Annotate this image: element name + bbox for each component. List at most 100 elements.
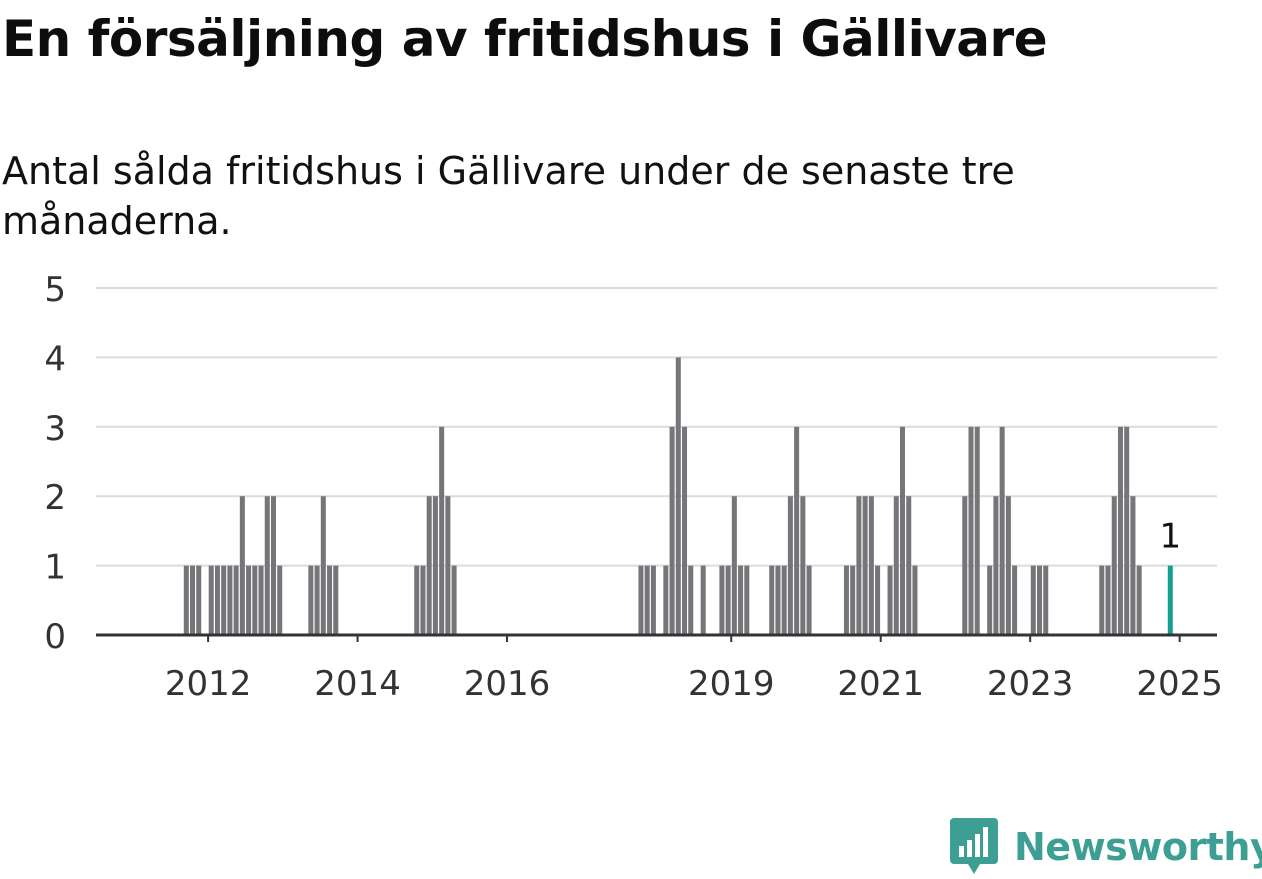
x-tick-label: 2014: [314, 664, 401, 700]
bar: [650, 565, 656, 635]
bar: [887, 565, 893, 635]
bar: [1124, 426, 1130, 635]
bar: [246, 565, 252, 635]
bar: [862, 496, 868, 635]
highlight-value-label: 1: [1159, 517, 1181, 557]
bar: [426, 496, 432, 635]
bar: [320, 496, 326, 635]
bar: [420, 565, 426, 635]
bar: [190, 565, 196, 635]
bar: [414, 565, 420, 635]
bar: [451, 565, 457, 635]
bar: [738, 565, 744, 635]
bar: [744, 565, 750, 635]
y-axis-labels: 0 1 2 3 4 5: [44, 270, 66, 657]
bar: [781, 565, 787, 635]
bar: [663, 565, 669, 635]
bar: [432, 496, 438, 635]
bar: [638, 565, 644, 635]
bar: [987, 565, 993, 635]
bar: [233, 565, 239, 635]
bar: [999, 426, 1005, 635]
bar: [968, 426, 974, 635]
bar: [675, 357, 681, 635]
bar: [264, 496, 270, 635]
annotations: 1: [1159, 517, 1181, 557]
y-tick-label: 0: [44, 617, 66, 657]
bar: [868, 496, 874, 635]
bar: [800, 496, 806, 635]
bar: [775, 565, 781, 635]
bar: [688, 565, 694, 635]
y-tick-label: 5: [44, 270, 66, 310]
bar: [993, 496, 999, 635]
x-tick-label: 2025: [1136, 664, 1223, 700]
bar: [277, 565, 283, 635]
bar: [962, 496, 968, 635]
bar: [850, 565, 856, 635]
bar: [308, 565, 314, 635]
bar: [794, 426, 800, 635]
brand-name: Newsworthy: [1014, 825, 1262, 869]
highlight-bar: [1167, 565, 1173, 635]
bar: [843, 565, 849, 635]
bar: [893, 496, 899, 635]
bar: [875, 565, 881, 635]
bar: [1111, 496, 1117, 635]
bar: [1136, 565, 1142, 635]
chart-subtitle: Antal sålda fritidshus i Gällivare under…: [2, 149, 1015, 243]
bars: [183, 357, 1173, 635]
bar: [258, 565, 264, 635]
x-tick-label: 2023: [987, 664, 1074, 700]
bar: [1030, 565, 1036, 635]
bar: [239, 496, 245, 635]
bar: [1036, 565, 1043, 635]
bar: [906, 496, 912, 635]
bar-chart: 0 1 2 3 4 5 2012 2014 2016 2019 2021 2023 2025 1: [44, 270, 1223, 700]
bar: [719, 565, 725, 635]
bar: [1005, 496, 1011, 635]
y-tick-label: 4: [44, 339, 66, 379]
bar: [1105, 565, 1111, 635]
bar: [208, 565, 214, 635]
bar: [1043, 565, 1049, 635]
bar: [856, 496, 862, 635]
bar: [439, 426, 445, 635]
bar: [1099, 565, 1105, 635]
bar: [806, 565, 812, 635]
bar: [725, 565, 731, 635]
bar: [252, 565, 258, 635]
bar: [787, 496, 793, 635]
bar: [731, 496, 737, 635]
bar: [912, 565, 918, 635]
bar: [333, 565, 339, 635]
bar: [644, 565, 650, 635]
bar: [669, 426, 675, 635]
bar: [1117, 426, 1123, 635]
gridlines: [96, 287, 1217, 567]
bar: [221, 565, 227, 635]
brand-logo: Newsworthy: [948, 816, 1262, 878]
bar: [327, 565, 333, 635]
bar: [445, 496, 451, 635]
bar: [183, 565, 189, 635]
bar: [974, 426, 980, 635]
chart-title: En försäljning av fritidshus i Gällivare: [2, 10, 1048, 68]
x-tick-label: 2016: [464, 664, 551, 700]
bar: [314, 565, 320, 635]
x-tick-label: 2012: [165, 664, 252, 700]
y-tick-label: 2: [44, 478, 66, 518]
bar: [700, 565, 706, 635]
y-tick-label: 1: [44, 548, 66, 588]
bar: [227, 565, 233, 635]
x-tick-label: 2021: [837, 664, 924, 700]
bar: [196, 565, 202, 635]
y-tick-label: 3: [44, 409, 66, 449]
x-axis-labels: 2012 2014 2016 2019 2021 2023 2025: [165, 635, 1223, 700]
bar: [769, 565, 775, 635]
bar: [270, 496, 277, 635]
x-tick-label: 2019: [688, 664, 775, 700]
bar: [214, 565, 220, 635]
newsworthy-logo-icon: [950, 818, 998, 874]
bar: [1130, 496, 1136, 635]
